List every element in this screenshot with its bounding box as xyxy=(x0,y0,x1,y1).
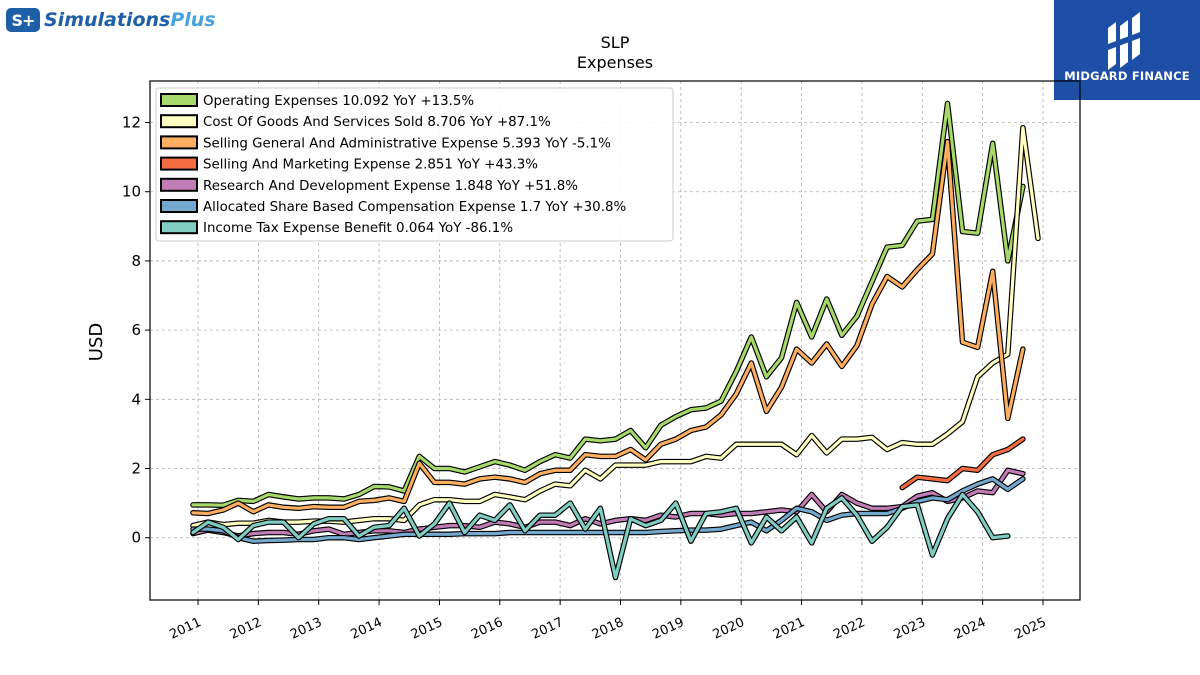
legend-entry: Research And Development Expense 1.848 Y… xyxy=(203,179,578,194)
series-line xyxy=(191,101,1025,507)
y-tick-label: 4 xyxy=(131,390,141,408)
x-tick-label: 2018 xyxy=(590,615,626,643)
x-tick-label: 2019 xyxy=(650,615,686,643)
chart-subtitle: Expenses xyxy=(577,53,653,72)
series-selling-and-marketing-expense xyxy=(899,436,1026,491)
series-income-tax-expense-benefit xyxy=(190,491,1011,581)
series-outline xyxy=(190,467,1026,539)
legend-swatch xyxy=(160,177,198,192)
legend-entry: Selling General And Administrative Expen… xyxy=(203,136,611,151)
x-tick-label: 2020 xyxy=(711,615,747,643)
series-line xyxy=(191,468,1025,538)
y-axis-label: USD xyxy=(86,323,107,361)
x-tick-label: 2012 xyxy=(228,615,264,643)
legend-swatch xyxy=(160,114,198,129)
y-tick-label: 8 xyxy=(131,252,141,270)
x-tick-label: 2011 xyxy=(167,615,203,643)
legend-entry: Allocated Share Based Compensation Expen… xyxy=(203,200,626,215)
simulations-plus-logo-text-b: Plus xyxy=(170,9,216,31)
series-operating-expenses xyxy=(190,100,1026,508)
y-tick-label: 0 xyxy=(131,529,141,547)
series-line xyxy=(191,140,1025,516)
y-tick-label: 6 xyxy=(131,321,141,339)
x-tick-label: 2017 xyxy=(530,615,566,643)
legend-swatch xyxy=(160,135,198,150)
legend-swatch xyxy=(160,93,198,107)
midgard-finance-text: MIDGARD FINANCE xyxy=(1064,69,1190,83)
simulations-plus-logo-text-a: Simulations xyxy=(44,9,171,31)
legend-box xyxy=(155,87,674,242)
y-tick-label: 10 xyxy=(122,183,141,201)
series-lines xyxy=(190,100,1041,581)
chart-title: SLP xyxy=(601,33,630,52)
x-tick-label: 2021 xyxy=(771,615,807,643)
x-tick-label: 2016 xyxy=(469,615,505,643)
y-tick-label: 12 xyxy=(122,114,141,132)
x-tick-label: 2015 xyxy=(409,615,445,643)
series-research-and-development-expense xyxy=(190,467,1026,539)
series-line xyxy=(191,492,1010,580)
legend-entry: Cost Of Goods And Services Sold 8.706 Yo… xyxy=(203,115,551,130)
x-tick-label: 2024 xyxy=(952,615,988,643)
legend-swatch xyxy=(160,199,198,213)
legend-swatch xyxy=(160,156,198,171)
x-tick-label: 2022 xyxy=(831,615,867,643)
legend: Operating Expenses 10.092 YoY +13.5% Cost… xyxy=(155,87,674,242)
midgard-finance-logo: MIDGARD FINANCE xyxy=(1054,0,1200,100)
x-tick-label: 2023 xyxy=(892,615,928,643)
legend-entry: Operating Expenses 10.092 YoY +13.5% xyxy=(203,94,474,109)
midgard-finance-mark-icon xyxy=(1108,12,1140,70)
simulations-plus-logo: S+ SimulationsPlus xyxy=(6,6,216,34)
simulations-plus-logo-badge: S+ xyxy=(6,8,40,32)
x-tick-label: 2014 xyxy=(348,615,384,643)
legend-entry: Income Tax Expense Benefit 0.064 YoY -86… xyxy=(203,221,513,236)
x-tick-label: 2025 xyxy=(1012,615,1048,643)
series-selling-general-and-administrative-expense xyxy=(190,138,1026,517)
legend-swatch xyxy=(160,220,198,235)
x-tick-label: 2013 xyxy=(288,615,324,643)
legend-entry: Selling And Marketing Expense 2.851 YoY … xyxy=(203,158,538,173)
simulations-plus-logo-text: SimulationsPlus xyxy=(44,9,216,31)
plot-area-frame xyxy=(149,80,1081,601)
series-line xyxy=(900,437,1025,490)
y-tick-label: 2 xyxy=(131,460,141,478)
